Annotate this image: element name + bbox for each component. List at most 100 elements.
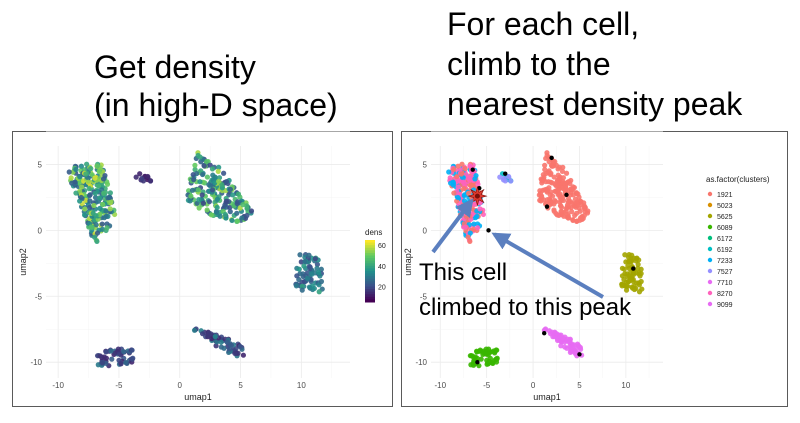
data-point [623, 283, 630, 289]
left-heading-line-2: (in high-D space) [94, 87, 338, 123]
y-tick-label: -5 [35, 292, 43, 301]
data-point [101, 215, 107, 221]
data-point [311, 285, 317, 292]
data-point [574, 218, 580, 224]
left-heading-line-1: Get density [94, 49, 256, 85]
legend-key [707, 224, 713, 230]
data-point [101, 190, 107, 196]
data-point [474, 225, 481, 231]
data-point [478, 356, 484, 362]
density-peak-marker [631, 266, 636, 271]
data-point [555, 172, 561, 178]
data-point [633, 256, 640, 262]
data-point [104, 221, 110, 227]
legend-key [707, 268, 713, 274]
y-tick-label: -5 [420, 292, 428, 301]
data-point [465, 234, 471, 240]
data-point [560, 178, 566, 184]
data-point [189, 187, 196, 193]
legend-key [707, 202, 713, 208]
data-point [465, 175, 471, 181]
data-point [91, 234, 98, 240]
data-point [145, 173, 151, 180]
x-tick-label: 0 [531, 381, 536, 390]
data-point [188, 193, 194, 199]
data-point [226, 192, 232, 198]
data-point [314, 261, 321, 268]
annotation-this-cell: This cell [419, 259, 508, 286]
left-heading: Get density (in high-D space) [94, 48, 338, 124]
x-tick-label: 10 [621, 381, 630, 390]
y-tick-label: 0 [38, 226, 43, 235]
colorbar-segment [365, 299, 375, 303]
data-point [553, 199, 559, 205]
legend-label: 5023 [717, 203, 733, 210]
data-point [94, 238, 100, 245]
data-point [302, 258, 308, 265]
data-point [123, 359, 129, 366]
colorbar-segment [365, 255, 375, 259]
data-point [116, 351, 123, 357]
density-peak-marker [577, 352, 582, 357]
x-axis-title: umap1 [533, 392, 561, 402]
legend-key [707, 213, 713, 219]
density-peak-marker [542, 330, 547, 336]
data-point [306, 252, 312, 258]
data-point [129, 356, 135, 362]
data-point [215, 178, 222, 184]
arrow-text-to-peak [491, 232, 605, 299]
data-point [467, 238, 473, 245]
data-point [626, 258, 632, 265]
data-point [304, 275, 311, 282]
legend-label: 6089 [717, 225, 733, 232]
density-peak-marker [564, 192, 569, 197]
y-tick-label: 0 [423, 226, 428, 235]
data-point [97, 195, 103, 201]
colorbar-segment [365, 296, 375, 300]
data-point [229, 217, 235, 224]
data-point [555, 166, 561, 172]
data-point [86, 186, 92, 192]
data-point [299, 283, 305, 289]
density-peak-marker [544, 204, 550, 209]
data-point [218, 339, 224, 345]
data-point [477, 206, 483, 212]
x-tick-label: 5 [238, 381, 243, 390]
density-umap-plot: -10 -5 0 5 10 -10 -5 0 5 umap1 umap2 dens 20 40 60 [18, 131, 386, 402]
right-heading-line-2: climb to the [447, 46, 611, 82]
data-point [232, 350, 238, 357]
data-point [494, 356, 500, 362]
data-point [137, 171, 143, 177]
data-point [455, 163, 461, 169]
x-tick-label: 0 [178, 381, 183, 390]
data-point [559, 204, 565, 211]
legend-key [707, 191, 713, 197]
data-point [538, 193, 545, 199]
data-point [190, 172, 196, 178]
data-point [563, 170, 570, 176]
data-point [570, 192, 577, 198]
data-point [544, 197, 551, 203]
data-point [548, 200, 554, 206]
data-point [549, 163, 555, 169]
colorbar-segment [365, 250, 375, 254]
data-point [97, 205, 103, 211]
data-point [462, 224, 468, 230]
data-point [240, 352, 246, 358]
data-point [223, 198, 230, 204]
data-point [450, 179, 456, 185]
data-point [576, 343, 582, 350]
data-point [214, 209, 220, 215]
colorbar-segment [365, 263, 375, 267]
data-point [227, 186, 234, 192]
data-point [84, 161, 90, 167]
legend-label: 1921 [717, 192, 733, 199]
right-heading-line-1: For each cell, [447, 6, 640, 42]
colorbar-segment [365, 294, 375, 298]
colorbar-segment [365, 281, 375, 285]
x-tick-label: 10 [297, 381, 306, 390]
data-point [566, 198, 572, 204]
data-point [635, 265, 641, 271]
colorbar-segment [365, 260, 375, 264]
